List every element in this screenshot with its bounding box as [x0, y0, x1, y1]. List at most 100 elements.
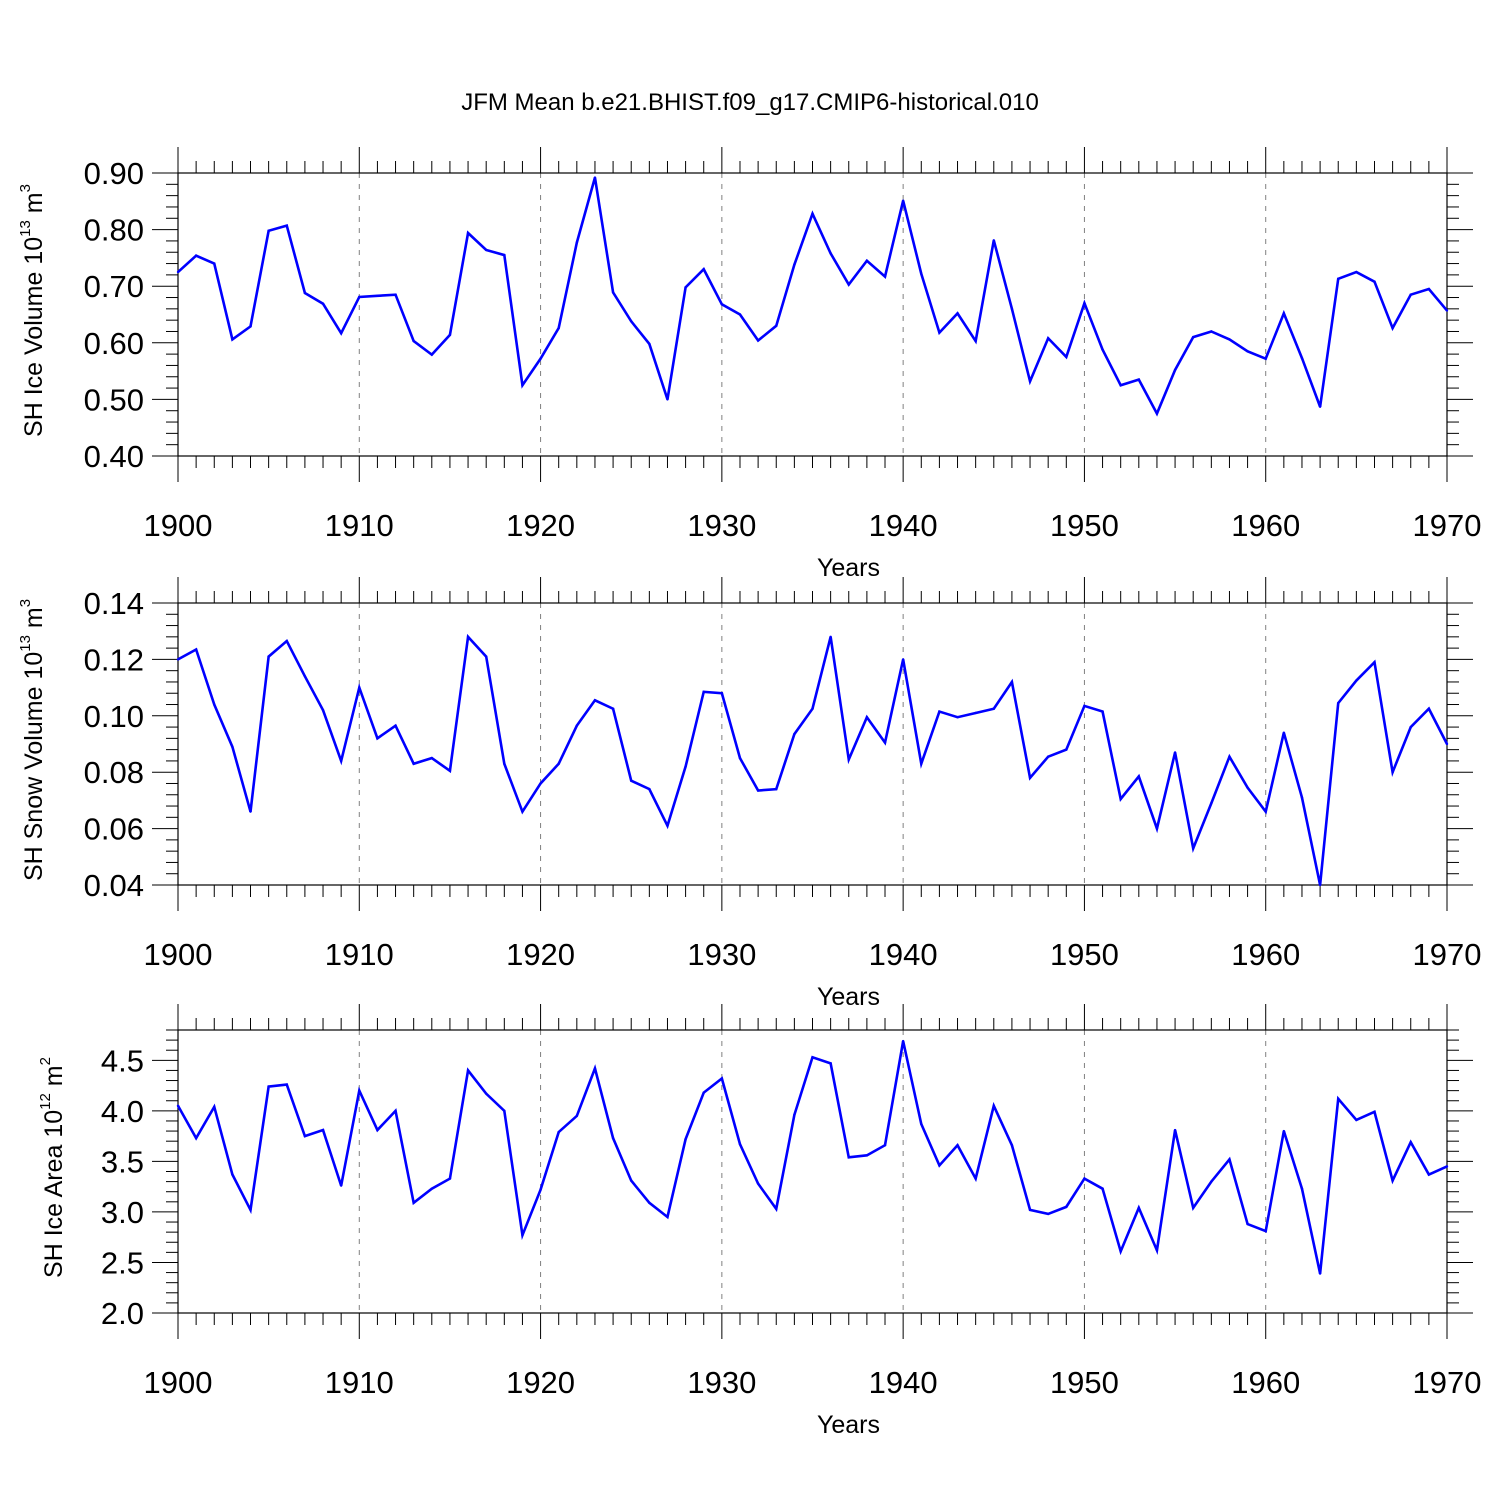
data-point-1937 [847, 1156, 850, 1159]
data-point-1912 [394, 1109, 397, 1113]
y-axis-title-sup: 12 [37, 1093, 54, 1110]
data-point-1924 [611, 291, 615, 294]
data-point-1932 [756, 789, 760, 792]
data-point-1933 [775, 324, 778, 328]
y-axis-title-unit: m [20, 607, 48, 635]
data-point-1965 [1355, 679, 1358, 682]
y-axis-title-main: SH Ice Volume 10 [20, 237, 48, 437]
data-point-1914 [430, 756, 433, 760]
data-point-1939 [883, 1144, 887, 1147]
data-point-1918 [503, 253, 506, 257]
data-point-1914 [430, 1187, 433, 1190]
ytick-label: 0.40 [84, 439, 144, 474]
xtick-label: 1910 [325, 937, 394, 972]
data-point-1935 [811, 707, 814, 710]
data-point-1917 [484, 1092, 488, 1095]
data-point-1963 [1318, 405, 1322, 408]
data-point-1959 [1246, 350, 1249, 353]
data-point-1931 [738, 1143, 742, 1146]
data-point-1942 [938, 710, 941, 713]
data-point-1964 [1337, 701, 1340, 705]
xtick-label: 1950 [1050, 1365, 1119, 1400]
y-axis-title-unit: m [20, 192, 48, 220]
panel-3: 2.0 2.5 3.0 3.5 4.0 4.5 1900 1910 1920 1930 1940 19… [37, 1004, 1481, 1439]
data-point-1900 [176, 658, 180, 661]
data-point-1929 [702, 690, 705, 694]
data-point-1932 [756, 1182, 760, 1185]
data-point-1941 [920, 762, 923, 765]
data-point-1928 [684, 286, 687, 289]
data-point-1912 [394, 293, 397, 296]
data-point-1942 [938, 331, 941, 334]
data-point-1913 [412, 339, 415, 343]
data-point-1919 [521, 384, 524, 387]
data-point-1922 [575, 241, 579, 244]
data-point-1951 [1101, 348, 1104, 351]
y-axis-title: SH Ice Volume 1013 m3 [17, 184, 48, 437]
data-point-1926 [648, 1201, 651, 1205]
data-point-1957 [1210, 1180, 1213, 1183]
data-point-1907 [303, 675, 307, 678]
xtick-label: 1940 [869, 937, 938, 972]
y-axis-title-sup: 13 [17, 220, 34, 237]
xtick-label: 1960 [1231, 508, 1300, 543]
data-point-1961 [1282, 731, 1286, 734]
data-point-1939 [883, 275, 887, 278]
data-point-1966 [1373, 661, 1376, 664]
data-point-1947 [1028, 380, 1032, 383]
data-point-1967 [1391, 771, 1394, 774]
data-point-1918 [503, 762, 506, 765]
data-point-1910 [358, 686, 361, 689]
data-point-1935 [811, 212, 814, 215]
data-point-1957 [1210, 802, 1213, 805]
data-point-1919 [521, 810, 524, 813]
data-point-1909 [339, 759, 343, 763]
data-point-1924 [611, 707, 615, 710]
ytick-label: 0.08 [84, 755, 144, 790]
data-point-1945 [992, 1104, 995, 1108]
data-point-1944 [974, 711, 977, 715]
data-point-1924 [611, 1136, 615, 1140]
data-point-1954 [1155, 1249, 1159, 1252]
data-point-1927 [666, 1215, 669, 1219]
data-point-1917 [484, 655, 488, 658]
data-point-1901 [194, 1136, 198, 1140]
y-axis-title-unit-sup: 3 [17, 184, 34, 192]
y-axis-title-unit-sup: 3 [17, 599, 34, 607]
xtick-label: 1970 [1413, 508, 1482, 543]
x-axis-title: Years [817, 554, 880, 582]
data-point-1962 [1300, 356, 1304, 360]
data-point-1905 [267, 1085, 270, 1088]
data-point-1964 [1337, 1097, 1340, 1100]
ytick-label: 4.5 [101, 1043, 144, 1078]
data-point-1926 [648, 787, 651, 791]
data-point-1943 [956, 716, 959, 719]
data-point-1949 [1065, 748, 1068, 751]
data-point-1931 [738, 313, 742, 316]
data-point-1967 [1391, 1179, 1394, 1182]
data-point-1912 [394, 724, 397, 727]
data-point-1948 [1046, 337, 1050, 340]
data-point-1945 [992, 707, 995, 710]
data-point-1961 [1282, 312, 1286, 315]
xtick-label: 1920 [506, 508, 575, 543]
data-point-1952 [1119, 1250, 1122, 1253]
data-point-1962 [1300, 1187, 1304, 1190]
data-point-1957 [1210, 330, 1213, 333]
data-point-1965 [1355, 270, 1358, 274]
data-point-1940 [901, 658, 905, 661]
data-point-1908 [321, 302, 325, 305]
data-point-1904 [249, 810, 252, 813]
xtick-label: 1940 [869, 508, 938, 543]
panel-2: 0.04 0.06 0.08 0.10 0.12 0.14 1900 1910 1920 1930… [17, 577, 1481, 1011]
data-point-1923 [593, 1067, 597, 1070]
data-point-1907 [303, 1134, 307, 1138]
data-point-1910 [358, 1089, 361, 1092]
data-point-1933 [775, 787, 778, 791]
data-point-1921 [557, 1130, 560, 1134]
data-point-1959 [1246, 1222, 1249, 1226]
y-axis-title-main: SH Snow Volume 10 [20, 652, 48, 881]
data-point-1938 [865, 259, 869, 262]
ytick-label: 0.10 [84, 699, 144, 734]
data-point-1970 [1445, 1165, 1449, 1168]
